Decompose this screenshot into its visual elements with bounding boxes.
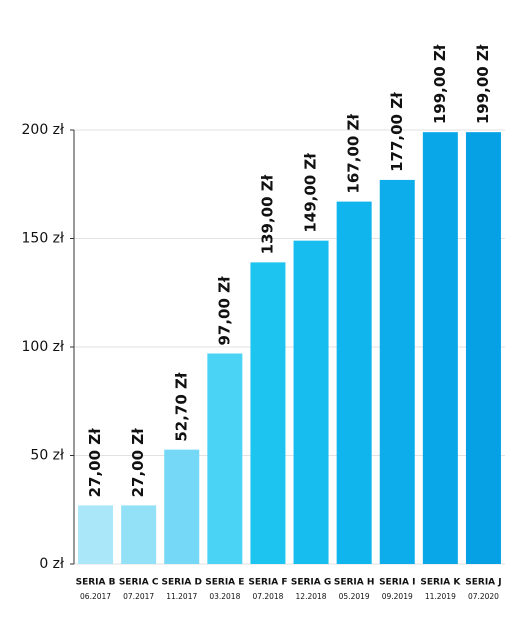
bar bbox=[250, 262, 286, 564]
bar bbox=[121, 505, 157, 564]
value-label: 97,00 Zł bbox=[215, 276, 233, 346]
x-tick-date: 06.2017 bbox=[80, 592, 111, 601]
x-tick-label: SERIA E bbox=[205, 578, 244, 588]
value-label: 52,70 Zł bbox=[172, 372, 190, 442]
x-tick-date: 12.2018 bbox=[296, 592, 327, 601]
y-tick-label: 100 zł bbox=[22, 339, 65, 355]
x-tick-label: SERIA B bbox=[76, 578, 116, 588]
y-tick-label: 200 zł bbox=[22, 122, 65, 138]
x-tick-date: 11.2019 bbox=[425, 592, 456, 601]
x-tick-label: SERIA K bbox=[420, 578, 461, 588]
x-tick-date: 07.2017 bbox=[123, 592, 154, 601]
bar bbox=[379, 179, 415, 564]
value-label: 149,00 Zł bbox=[302, 153, 320, 233]
value-label: 27,00 Zł bbox=[129, 428, 147, 498]
x-tick-label: SERIA H bbox=[334, 578, 375, 588]
bar bbox=[336, 201, 372, 565]
bar bbox=[465, 132, 501, 565]
x-tick-label: SERIA D bbox=[162, 578, 202, 588]
bar bbox=[293, 240, 329, 565]
y-tick-label: 0 zł bbox=[39, 556, 64, 572]
value-label: 139,00 Zł bbox=[258, 174, 276, 254]
x-tick-label: SERIA I bbox=[379, 578, 415, 588]
x-tick-label: SERIA C bbox=[119, 578, 159, 588]
y-tick-label: 150 zł bbox=[22, 231, 65, 247]
x-tick-date: 03.2018 bbox=[209, 592, 240, 601]
value-label: 167,00 Zł bbox=[345, 114, 363, 194]
value-label: 199,00 Zł bbox=[474, 44, 492, 124]
y-tick-label: 50 zł bbox=[30, 448, 64, 464]
x-tick-date: 11.2017 bbox=[166, 592, 197, 601]
bar bbox=[164, 449, 200, 564]
value-label: 199,00 Zł bbox=[431, 44, 449, 124]
x-tick-label: SERIA J bbox=[465, 578, 501, 588]
bar bbox=[78, 505, 114, 564]
bar bbox=[422, 132, 458, 565]
x-tick-label: SERIA G bbox=[291, 578, 331, 588]
x-tick-label: SERIA F bbox=[248, 578, 287, 588]
x-tick-date: 09.2019 bbox=[382, 592, 413, 601]
bar bbox=[207, 353, 243, 564]
x-tick-date: 05.2019 bbox=[339, 592, 370, 601]
value-label: 177,00 Zł bbox=[388, 92, 406, 172]
x-tick-date: 07.2018 bbox=[252, 592, 283, 601]
value-label: 27,00 Zł bbox=[86, 428, 104, 498]
x-tick-date: 07.2020 bbox=[468, 592, 499, 601]
